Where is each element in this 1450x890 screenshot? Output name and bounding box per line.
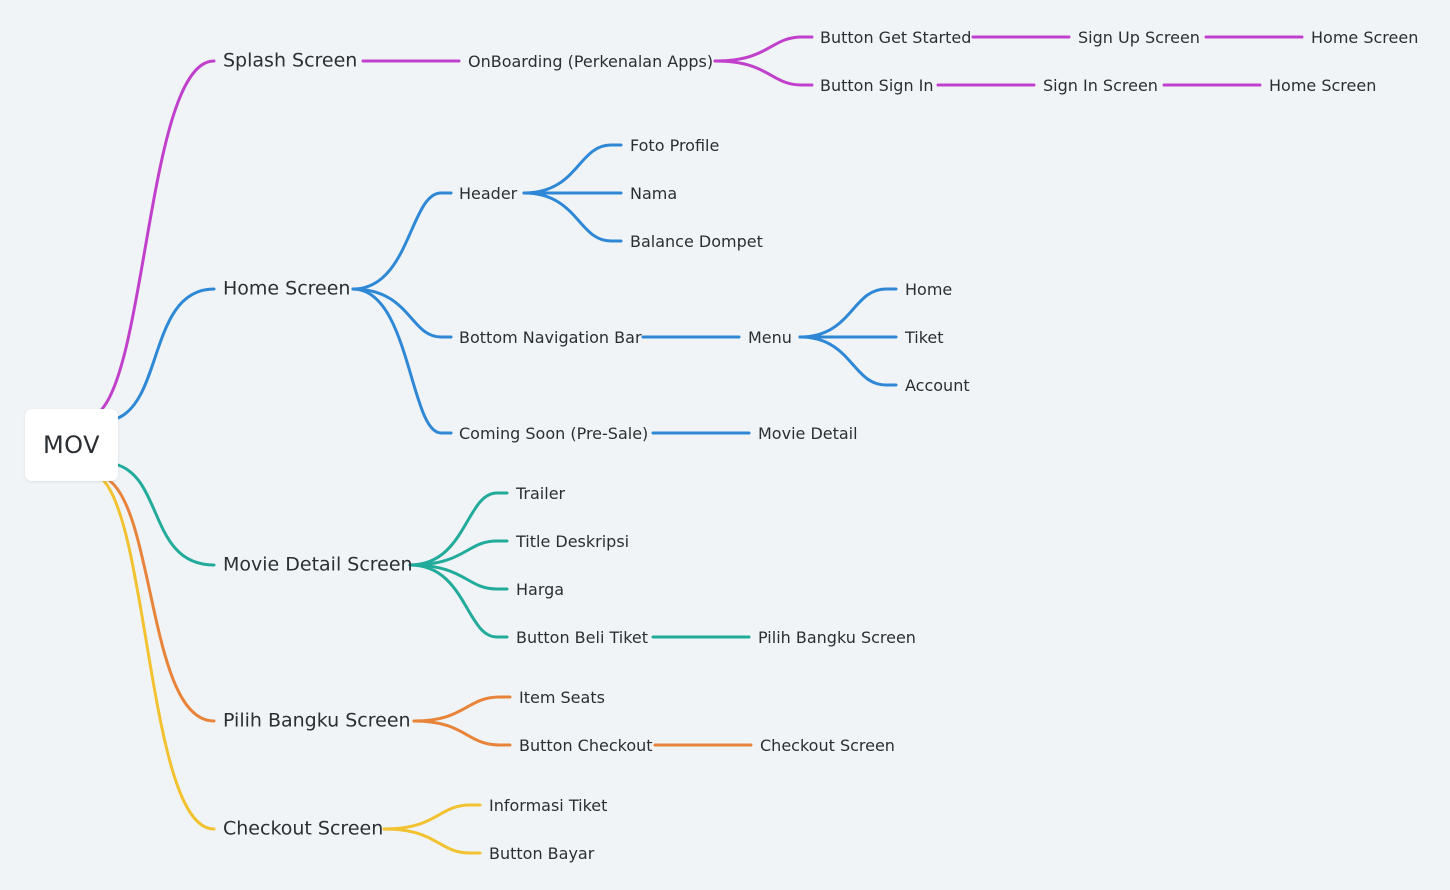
edge-header-balance — [522, 191, 623, 243]
edge-root-splash — [100, 59, 216, 411]
node-button-checkout[interactable]: Button Checkout — [519, 736, 653, 755]
node-button-bayar[interactable]: Button Bayar — [489, 844, 595, 863]
node-button-sign-in[interactable]: Button Sign In — [820, 76, 934, 95]
node-trailer[interactable]: Trailer — [516, 484, 566, 503]
node-coming-soon[interactable]: Coming Soon (Pre-Sale) — [459, 424, 649, 443]
node-sign-up-screen[interactable]: Sign Up Screen — [1078, 28, 1200, 47]
node-bottom-navigation-bar[interactable]: Bottom Navigation Bar — [459, 328, 642, 347]
edge-md-title — [408, 539, 509, 567]
edge-menu-home — [798, 287, 898, 339]
edge-menu-account — [798, 335, 898, 387]
node-item-seats[interactable]: Item Seats — [519, 688, 605, 707]
node-splash-screen[interactable]: Splash Screen — [223, 49, 358, 72]
node-menu-tiket[interactable]: Tiket — [905, 328, 944, 347]
edge-pb-seats — [412, 695, 512, 723]
node-pilih-bangku-screen-leaf[interactable]: Pilih Bangku Screen — [758, 628, 916, 647]
edge-md-trailer — [408, 491, 509, 567]
edge-onboarding-signin — [713, 59, 814, 87]
edge-onboarding-getstarted — [713, 35, 814, 63]
edge-pb-checkoutbtn — [412, 719, 512, 747]
edge-home-bottomnav — [351, 287, 453, 339]
node-movie-detail-screen[interactable]: Movie Detail Screen — [223, 553, 413, 576]
edge-co-info — [382, 803, 482, 831]
node-title-deskripsi[interactable]: Title Deskripsi — [516, 532, 630, 551]
edge-home-header — [351, 191, 453, 291]
node-home-screen-b[interactable]: Home Screen — [1269, 76, 1377, 95]
node-menu-account[interactable]: Account — [905, 376, 970, 395]
root-node[interactable]: MOV — [25, 409, 118, 481]
node-menu-home[interactable]: Home — [905, 280, 953, 299]
node-button-get-started[interactable]: Button Get Started — [820, 28, 972, 47]
node-onboarding[interactable]: OnBoarding (Perkenalan Apps) — [468, 52, 714, 71]
node-movie-detail[interactable]: Movie Detail — [758, 424, 858, 443]
node-button-beli-tiket[interactable]: Button Beli Tiket — [516, 628, 649, 647]
node-foto-profile[interactable]: Foto Profile — [630, 136, 720, 155]
node-informasi-tiket[interactable]: Informasi Tiket — [489, 796, 608, 815]
node-menu[interactable]: Menu — [748, 328, 792, 347]
node-sign-in-screen[interactable]: Sign In Screen — [1043, 76, 1158, 95]
node-pilih-bangku-screen[interactable]: Pilih Bangku Screen — [223, 709, 411, 732]
node-nama[interactable]: Nama — [630, 184, 678, 203]
node-harga[interactable]: Harga — [516, 580, 565, 599]
edge-root-home — [116, 287, 216, 420]
edge-root-movie-detail — [116, 463, 216, 567]
edge-md-beli — [408, 563, 509, 639]
edge-home-comingsoon — [351, 287, 453, 435]
edge-md-harga — [408, 563, 509, 591]
node-checkout-screen[interactable]: Checkout Screen — [223, 817, 384, 840]
node-checkout-screen-leaf[interactable]: Checkout Screen — [760, 736, 895, 755]
edge-root-pilih-bangku — [108, 479, 216, 723]
edge-co-bayar — [382, 827, 482, 855]
node-home-screen-a[interactable]: Home Screen — [1311, 28, 1419, 47]
node-header[interactable]: Header — [459, 184, 518, 203]
edge-root-checkout — [102, 479, 216, 831]
node-balance-dompet[interactable]: Balance Dompet — [630, 232, 763, 251]
edge-header-foto — [522, 143, 623, 195]
node-home-screen[interactable]: Home Screen — [223, 277, 351, 300]
